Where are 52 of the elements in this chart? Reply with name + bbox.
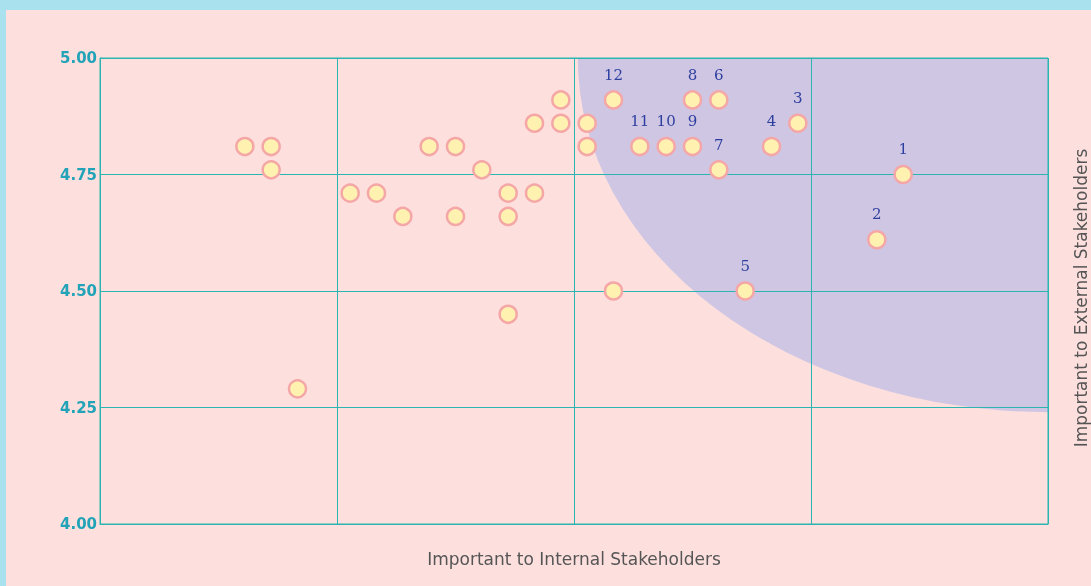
- point: [603, 90, 624, 110]
- y-tick-label: 4.00: [60, 515, 98, 533]
- point: [340, 183, 360, 203]
- point: [656, 136, 676, 157]
- series-label: 6: [714, 65, 724, 84]
- point: [867, 229, 887, 250]
- point: [498, 183, 518, 203]
- point: [524, 113, 545, 133]
- point: [893, 164, 913, 185]
- point: [235, 136, 255, 157]
- point: [445, 136, 466, 157]
- series-label: 8: [687, 65, 698, 84]
- point: [788, 113, 808, 133]
- point: [735, 281, 755, 301]
- point: [287, 379, 308, 399]
- series-label: 2: [872, 205, 882, 224]
- point: [630, 136, 650, 157]
- point: [709, 90, 729, 110]
- point: [709, 160, 729, 180]
- point: [445, 206, 466, 227]
- point: [761, 136, 782, 157]
- series-label: 5: [740, 256, 750, 275]
- point: [419, 136, 439, 157]
- point: [577, 113, 597, 133]
- point: [551, 113, 571, 133]
- y-tick-label: 4.25: [60, 398, 98, 417]
- series-label: 1: [898, 140, 908, 159]
- point: [498, 206, 518, 227]
- series-label: 3: [793, 88, 803, 107]
- series-label: 4: [766, 112, 777, 131]
- series-label: 7: [714, 135, 724, 154]
- point: [603, 281, 624, 301]
- point: [682, 136, 703, 157]
- point: [261, 136, 281, 157]
- series-label: 12: [603, 65, 624, 84]
- series-label: 10: [656, 112, 676, 131]
- y-tick-label: 4.75: [60, 165, 98, 184]
- point: [551, 90, 571, 110]
- y-tick-label: 5.00: [60, 49, 98, 67]
- series-label: 9: [687, 112, 698, 131]
- series-label: 11: [630, 112, 650, 131]
- point: [393, 206, 413, 227]
- point: [498, 304, 518, 325]
- x-axis-title: Important to Internal Stakeholders: [427, 548, 721, 569]
- point: [366, 183, 387, 203]
- point: [682, 90, 703, 110]
- point: [472, 160, 492, 180]
- point: [577, 136, 597, 157]
- y-tick-label: 4.50: [60, 282, 98, 300]
- point: [261, 160, 281, 180]
- y-axis-title: Important to External Stakeholders: [1070, 148, 1091, 448]
- point: [524, 183, 545, 203]
